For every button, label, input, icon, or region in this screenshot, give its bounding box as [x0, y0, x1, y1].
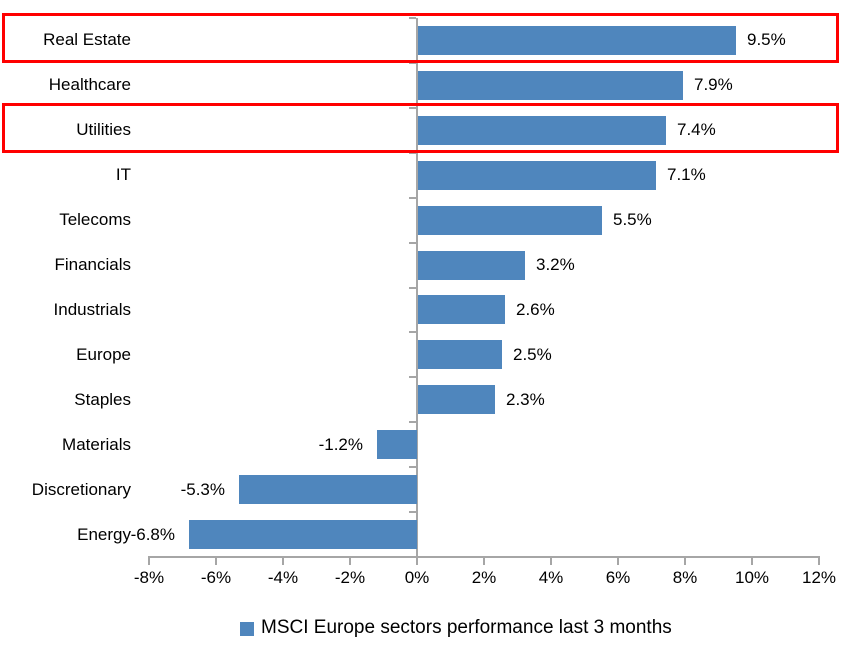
y-axis-tick — [409, 152, 416, 154]
y-axis-tick — [409, 287, 416, 289]
x-axis-tick — [550, 558, 552, 565]
category-label: Industrials — [53, 300, 131, 319]
y-axis-tick — [409, 17, 416, 19]
y-axis-tick — [409, 242, 416, 244]
value-label: 3.2% — [536, 255, 575, 274]
x-axis-tick-label: -4% — [267, 568, 299, 587]
value-label: 7.9% — [694, 75, 733, 94]
x-axis-tick-label: 0% — [404, 568, 430, 587]
x-axis-tick-label: 4% — [538, 568, 564, 587]
category-label: Energy — [77, 525, 131, 544]
category-label: Materials — [62, 435, 131, 454]
bar — [418, 340, 502, 369]
x-axis-tick — [684, 558, 686, 565]
y-axis-tick — [409, 511, 416, 513]
category-label: Europe — [76, 345, 131, 364]
x-axis-tick-label: 6% — [605, 568, 631, 587]
category-label: Real Estate — [43, 30, 131, 49]
value-label: 7.1% — [667, 165, 706, 184]
value-label: 2.6% — [516, 300, 555, 319]
value-label: 2.5% — [513, 345, 552, 364]
x-axis-tick-label: 2% — [471, 568, 497, 587]
x-axis-tick — [148, 558, 150, 565]
category-label: Utilities — [76, 120, 131, 139]
x-axis-tick-label: 10% — [734, 568, 770, 587]
x-axis-line — [148, 556, 820, 558]
x-axis-tick — [282, 558, 284, 565]
bar — [189, 520, 417, 549]
value-label: 2.3% — [506, 390, 545, 409]
value-label: 7.4% — [677, 120, 716, 139]
bar — [418, 116, 666, 145]
bar — [418, 295, 505, 324]
x-axis-tick — [416, 558, 418, 565]
y-axis-tick — [409, 421, 416, 423]
bar — [377, 430, 417, 459]
x-axis-tick — [215, 558, 217, 565]
bar — [418, 71, 683, 100]
category-label: IT — [115, 165, 131, 184]
highlight-box-utilities — [2, 103, 839, 153]
value-label: 9.5% — [747, 30, 786, 49]
x-axis-tick — [751, 558, 753, 565]
y-axis-tick — [409, 556, 416, 558]
legend-swatch-icon — [240, 622, 254, 636]
value-label: -1.2% — [318, 435, 363, 454]
x-axis-tick — [617, 558, 619, 565]
value-label: -5.3% — [180, 480, 225, 499]
y-axis-tick — [409, 197, 416, 199]
x-axis-tick-label: -6% — [200, 568, 232, 587]
x-axis-tick-label: 12% — [801, 568, 837, 587]
category-label: Telecoms — [59, 210, 131, 229]
y-axis-tick — [409, 331, 416, 333]
bar — [418, 251, 525, 280]
y-axis-tick — [409, 376, 416, 378]
y-axis-tick — [409, 466, 416, 468]
x-axis-tick — [349, 558, 351, 565]
value-label: -6.8% — [130, 525, 175, 544]
value-label: 5.5% — [613, 210, 652, 229]
category-label: Discretionary — [31, 480, 131, 499]
y-axis-tick — [409, 107, 416, 109]
bar — [418, 385, 495, 414]
bar — [418, 206, 602, 235]
x-axis-tick — [818, 558, 820, 565]
x-axis-tick-label: -2% — [334, 568, 366, 587]
y-axis-tick — [409, 62, 416, 64]
bar — [239, 475, 417, 504]
x-axis-tick-label: 8% — [672, 568, 698, 587]
category-label: Healthcare — [48, 75, 131, 94]
y-axis-line — [416, 18, 418, 558]
x-axis-tick — [483, 558, 485, 565]
x-axis-tick-label: -8% — [133, 568, 165, 587]
bar — [418, 161, 656, 190]
category-label: Staples — [74, 390, 131, 409]
legend-label: MSCI Europe sectors performance last 3 m… — [261, 617, 672, 638]
category-label: Financials — [54, 255, 131, 274]
bar — [418, 26, 736, 55]
highlight-box-real-estate — [2, 13, 839, 63]
